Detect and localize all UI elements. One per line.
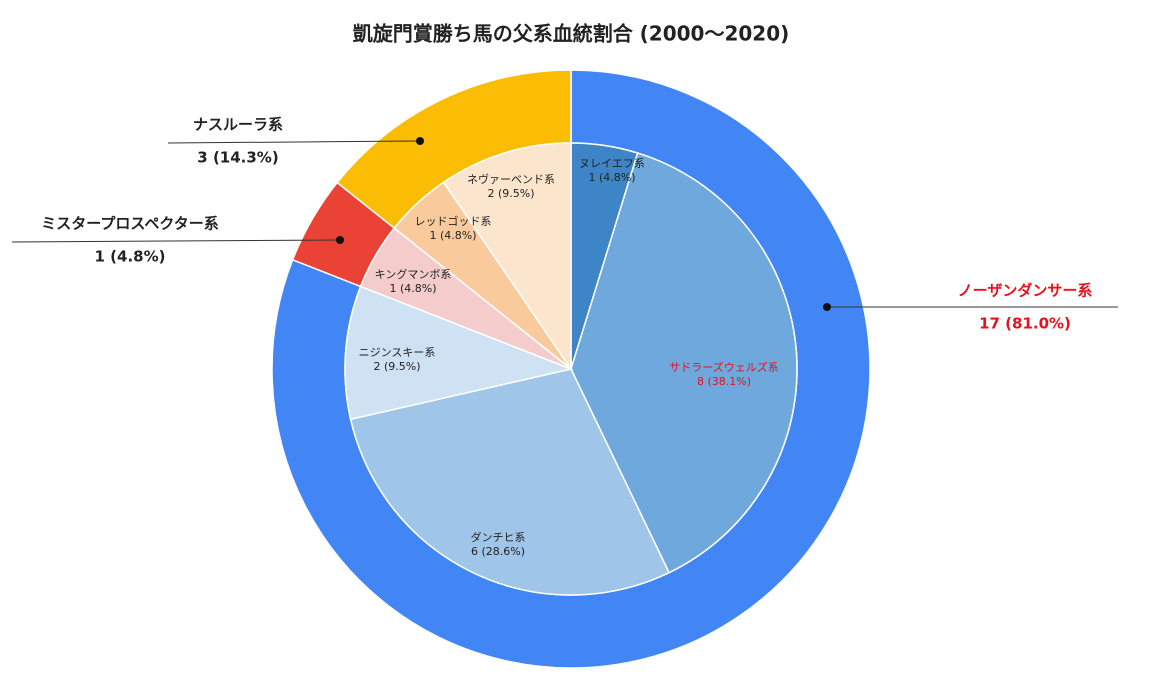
callout-line [167, 140, 421, 144]
slice-label: ニジンスキー系 [359, 346, 436, 359]
slice-label: ヌレイエフ系 [579, 157, 645, 170]
value-label: 2 (9.5%) [373, 360, 420, 373]
slice [349, 368, 671, 596]
slice-label: ナスルーラ系 [193, 116, 283, 134]
slice [570, 152, 798, 574]
callout-line [11, 239, 341, 243]
value-label: 6 (28.6%) [471, 545, 525, 558]
chart-title: 凱旋門賞勝ち馬の父系血統割合 (2000～2020) [353, 22, 790, 46]
slice-label: ネヴァーベンド系 [467, 172, 555, 186]
slice-label: キングマンボ系 [375, 267, 452, 281]
callout-dot [823, 303, 831, 311]
value-label: 8 (38.1%) [697, 375, 751, 388]
slice-label: ノーザンダンサー系 [958, 282, 1093, 300]
value-label: 1 (4.8%) [588, 171, 635, 184]
value-label: 3 (14.3%) [197, 149, 278, 167]
slice [442, 142, 572, 372]
slice-label: サドラーズウェルズ系 [669, 360, 778, 374]
value-label: 1 (4.8%) [429, 229, 476, 242]
value-label: 17 (81.0%) [979, 315, 1071, 333]
slice-label: ミスタープロスペクター系 [41, 215, 218, 233]
value-label: 2 (9.5%) [487, 187, 534, 200]
callout-dot [416, 137, 424, 145]
value-label: 1 (4.8%) [389, 282, 436, 295]
callout-dot [336, 236, 344, 244]
slice [344, 285, 574, 421]
slice-label: レッドゴッド系 [415, 214, 492, 228]
value-label: 1 (4.8%) [95, 248, 166, 266]
slice-label: ダンチヒ系 [471, 530, 526, 544]
